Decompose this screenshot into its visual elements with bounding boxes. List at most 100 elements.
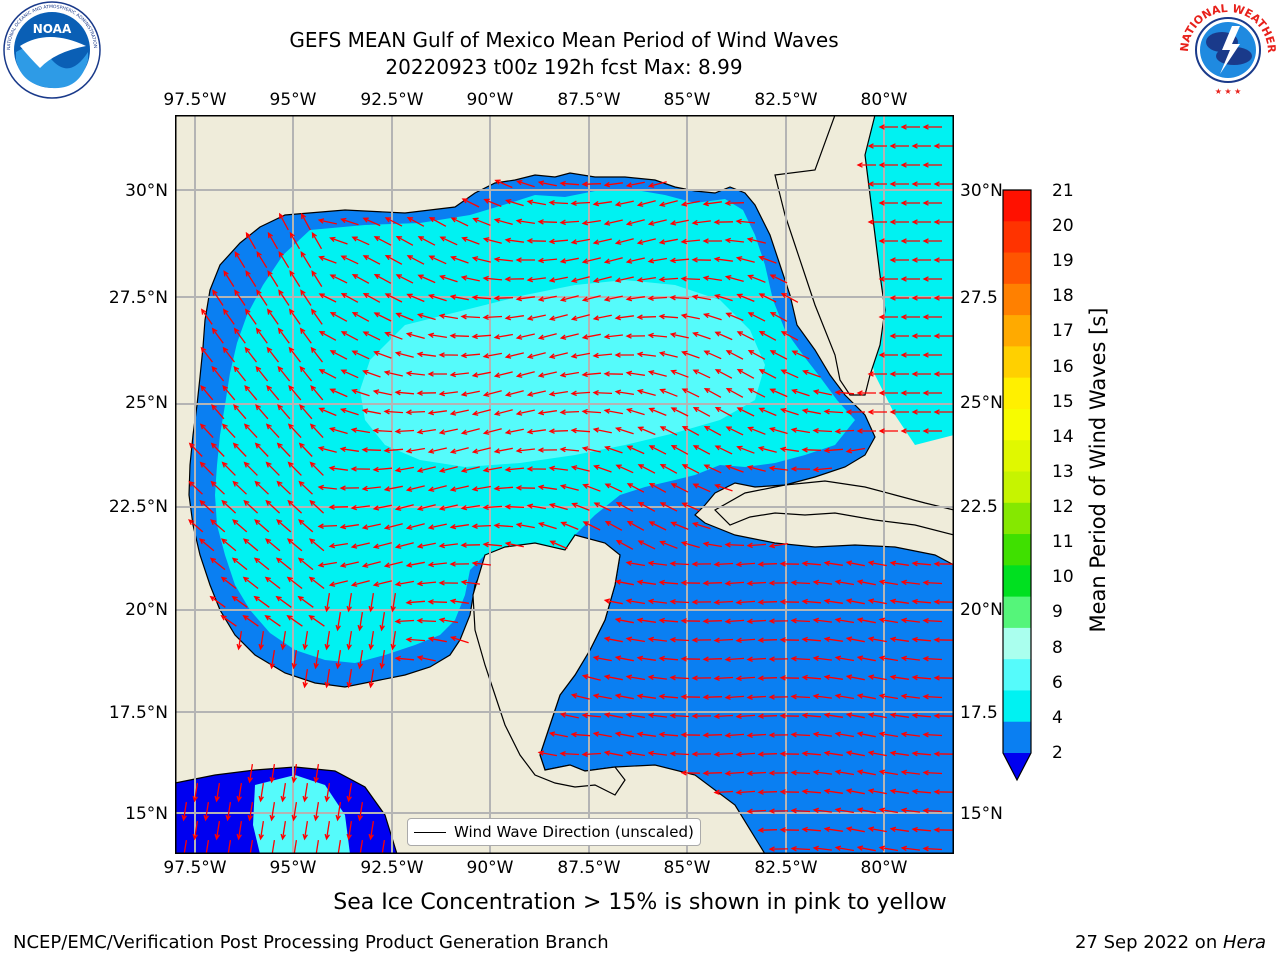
wind-arrow — [181, 839, 188, 854]
wind-arrow — [702, 770, 723, 776]
wind-arrow — [383, 485, 403, 492]
wind-arrow — [702, 580, 723, 586]
wind-arrow — [449, 523, 469, 530]
wind-arrow — [724, 618, 745, 625]
wind-arrow — [416, 542, 436, 549]
wind-arrow — [254, 519, 270, 533]
wind-arrow — [471, 371, 491, 378]
wind-arrow — [680, 238, 701, 245]
wind-arrow — [735, 218, 756, 225]
wind-arrow — [372, 427, 393, 434]
wind-arrow — [735, 256, 755, 263]
wind-arrow — [471, 294, 492, 301]
wind-arrow — [373, 350, 392, 359]
wind-arrow — [801, 712, 822, 719]
wind-arrow — [357, 611, 364, 632]
wind-arrow — [603, 674, 623, 681]
wind-arrow — [757, 599, 778, 605]
wind-arrow — [615, 464, 634, 474]
wind-arrow — [659, 388, 678, 397]
wind-arrow — [670, 521, 689, 531]
colorbar-tick: 20 — [1052, 216, 1074, 236]
wind-arrow — [504, 541, 524, 548]
wind-arrow — [515, 409, 535, 416]
wind-arrow — [329, 274, 348, 284]
wind-arrow — [769, 274, 788, 284]
wind-arrow — [234, 251, 246, 269]
wind-arrow — [812, 579, 832, 586]
wind-arrow — [900, 617, 920, 624]
colorbar-tick: 8 — [1052, 638, 1063, 658]
wind-arrow — [735, 751, 756, 758]
wind-arrow — [416, 312, 436, 321]
wind-arrow — [346, 668, 353, 689]
wind-arrow — [922, 655, 943, 662]
wind-arrow — [537, 295, 557, 302]
wind-arrow — [790, 466, 811, 472]
lon-label: 82.5°W — [754, 90, 818, 110]
wind-arrow — [328, 504, 349, 510]
wind-arrow — [581, 371, 602, 378]
wind-arrow — [823, 826, 843, 833]
wind-arrow — [416, 466, 436, 473]
wind-arrow — [405, 332, 425, 340]
wind-arrow — [603, 333, 623, 340]
wind-arrow — [658, 579, 679, 586]
wind-arrow — [209, 595, 226, 608]
wind-arrow — [856, 428, 876, 434]
wind-arrow — [878, 200, 898, 206]
wind-arrow — [713, 751, 734, 758]
wind-arrow — [471, 447, 491, 454]
wind-arrow — [581, 712, 602, 719]
wind-arrow — [310, 384, 324, 401]
wind-arrow — [372, 580, 392, 587]
wind-arrow — [395, 274, 414, 284]
wind-arrow — [911, 750, 932, 757]
wind-arrow — [933, 295, 953, 301]
wind-arrow — [232, 519, 248, 533]
colorbar-tick: 17 — [1052, 321, 1074, 341]
lon-label: 92.5°W — [360, 90, 424, 110]
wind-arrow — [309, 423, 324, 439]
wind-arrow — [427, 561, 447, 568]
wind-arrow — [900, 428, 920, 434]
wind-arrow — [493, 295, 514, 301]
wind-arrow — [604, 483, 623, 493]
wind-arrow — [669, 294, 690, 301]
wind-arrow — [834, 693, 855, 700]
wind-arrow — [548, 238, 569, 245]
wind-arrow — [647, 598, 667, 605]
wind-arrow — [625, 181, 645, 188]
wind-arrow — [324, 592, 331, 613]
wind-arrow — [482, 352, 503, 359]
wind-direction-arrows — [181, 124, 954, 854]
wind-arrow — [625, 712, 646, 719]
wind-arrow — [428, 255, 447, 265]
wind-arrow — [625, 636, 646, 643]
wind-arrow — [384, 293, 403, 303]
wind-arrow — [324, 820, 331, 841]
wind-arrow — [493, 447, 513, 454]
wind-arrow — [834, 389, 855, 396]
wind-arrow — [438, 428, 458, 435]
wind-arrow — [746, 465, 766, 472]
wind-arrow — [878, 276, 898, 282]
gulf-band-6-8 — [360, 280, 765, 467]
wind-arrow — [725, 387, 744, 398]
wind-arrow — [549, 540, 568, 550]
wind-arrow — [245, 270, 257, 287]
wind-arrow — [900, 807, 920, 814]
wind-arrow — [779, 599, 800, 605]
wind-arrow — [614, 731, 634, 738]
wind-arrow — [236, 630, 243, 651]
wind-arrow — [427, 371, 447, 377]
wind-arrow — [593, 464, 612, 473]
wind-arrow — [900, 693, 920, 700]
colorbar-segment — [1003, 346, 1031, 379]
wind-arrow — [483, 198, 502, 208]
wind-arrow — [493, 256, 513, 263]
wind-arrow — [768, 656, 789, 662]
wind-arrow — [460, 504, 481, 511]
wind-arrow — [384, 217, 403, 227]
wind-arrow — [724, 542, 745, 548]
